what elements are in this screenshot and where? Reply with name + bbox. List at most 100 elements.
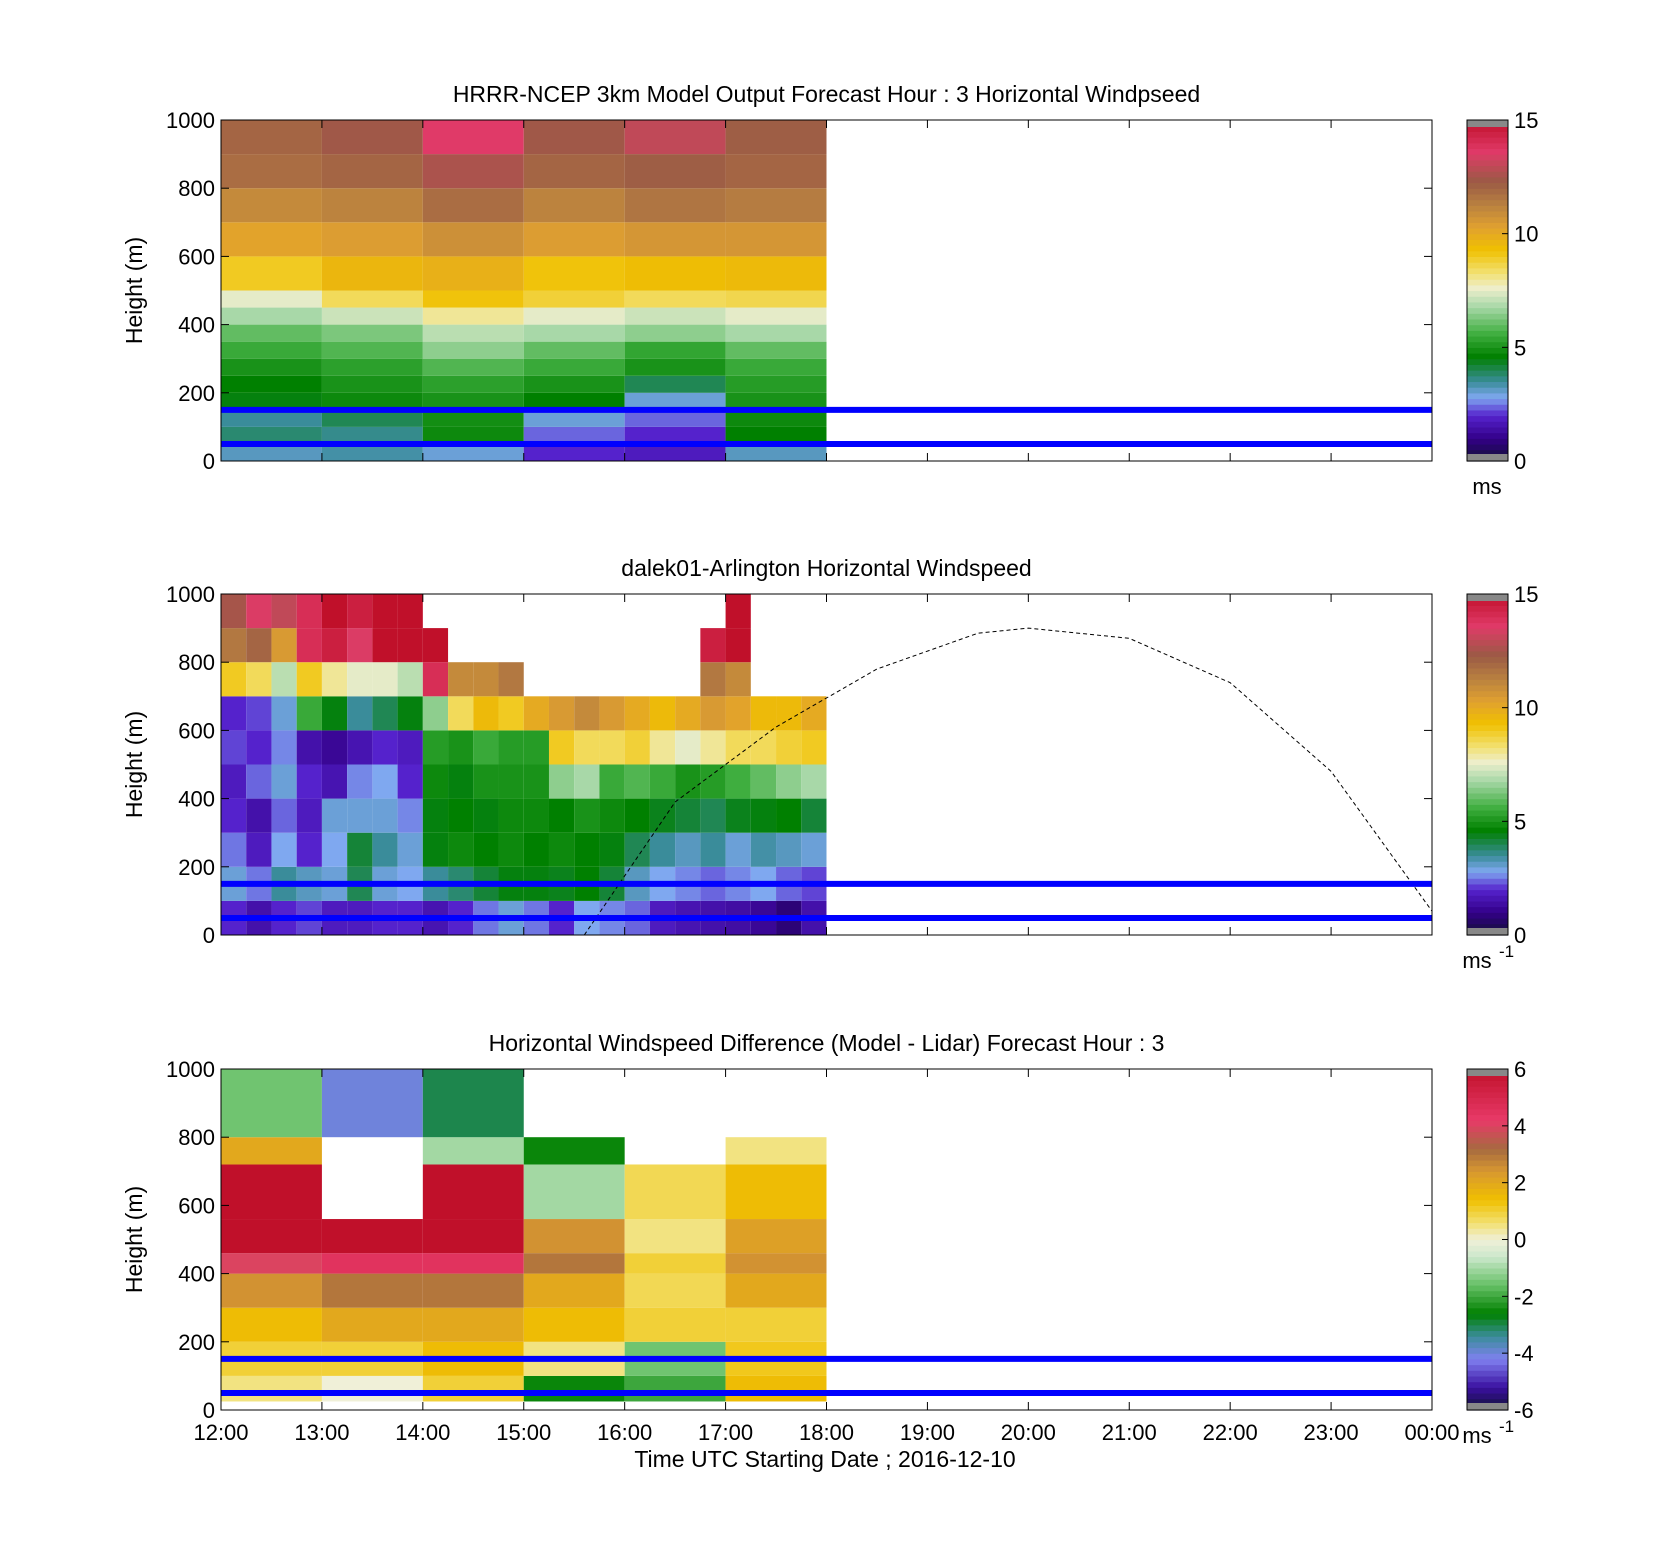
colorbar-segment bbox=[1467, 159, 1508, 167]
heatmap-cell bbox=[347, 696, 373, 731]
colorbar-segment bbox=[1467, 137, 1508, 144]
heatmap-cell bbox=[801, 696, 827, 731]
colorbar-tick-label: 15 bbox=[1514, 108, 1538, 133]
heatmap-cell bbox=[473, 730, 499, 765]
heatmap-cell bbox=[422, 443, 524, 461]
heatmap-cell bbox=[221, 832, 247, 867]
heatmap-cell bbox=[624, 307, 726, 325]
heatmap-cell bbox=[675, 764, 701, 799]
colorbar-segment bbox=[1467, 1290, 1508, 1297]
colorbar-segment bbox=[1467, 747, 1508, 754]
colorbar-segment bbox=[1467, 353, 1508, 360]
heatmap-cell bbox=[347, 764, 373, 799]
heatmap-cell bbox=[725, 426, 827, 444]
colorbar-segment bbox=[1467, 131, 1508, 138]
heatmap-cell bbox=[271, 730, 297, 765]
heatmap-cell bbox=[700, 730, 726, 765]
colorbar-segment bbox=[1467, 1091, 1508, 1099]
y-tick-label: 200 bbox=[178, 855, 215, 880]
colorbar-segment bbox=[1467, 690, 1508, 697]
colorbar-segment bbox=[1467, 650, 1508, 658]
heatmap-cell bbox=[624, 798, 650, 833]
heatmap-cell bbox=[523, 696, 549, 731]
colorbar-tick-label: 10 bbox=[1514, 696, 1538, 721]
colorbar-segment bbox=[1467, 730, 1508, 737]
colorbar-segment bbox=[1467, 375, 1508, 383]
colorbar-segment bbox=[1467, 775, 1508, 783]
colorbar-segment bbox=[1467, 1080, 1508, 1087]
heatmap-cell bbox=[498, 764, 524, 799]
heatmap-cell bbox=[422, 426, 524, 444]
heatmap-cell bbox=[448, 662, 474, 697]
colorbar-segment bbox=[1467, 639, 1508, 646]
heatmap-cell bbox=[221, 222, 322, 257]
heatmap-cell bbox=[523, 290, 625, 308]
colorbar-segment bbox=[1467, 1250, 1508, 1258]
colorbar-segment bbox=[1467, 392, 1508, 400]
colorbar-tick-label: 4 bbox=[1514, 1114, 1526, 1139]
heatmap-cell bbox=[675, 730, 701, 765]
heatmap-cell bbox=[498, 730, 524, 765]
heatmap-cell bbox=[422, 409, 524, 427]
colorbar-segment bbox=[1467, 1347, 1508, 1354]
colorbar-segment bbox=[1467, 227, 1508, 235]
colorbar-segment bbox=[1467, 1256, 1508, 1263]
colorbar-segment bbox=[1467, 222, 1508, 229]
heatmap-cell bbox=[599, 730, 625, 765]
heatmap-cell bbox=[221, 307, 322, 325]
colorbar-segment bbox=[1467, 1205, 1508, 1212]
colorbar-segment bbox=[1467, 855, 1508, 862]
colorbar-segment bbox=[1467, 409, 1508, 417]
heatmap-cell bbox=[296, 662, 322, 697]
colorbar-segment bbox=[1467, 679, 1508, 686]
colorbar-under-cap bbox=[1467, 454, 1508, 461]
heatmap-cell bbox=[498, 696, 524, 731]
colorbar-segment bbox=[1467, 1353, 1508, 1360]
heatmap-cell bbox=[548, 730, 575, 765]
colorbar-segment bbox=[1467, 872, 1508, 879]
heatmap-cell bbox=[221, 341, 322, 359]
dashed-curve bbox=[583, 627, 1433, 936]
heatmap-cell bbox=[725, 628, 751, 663]
colorbar-segment bbox=[1467, 1131, 1508, 1138]
heatmap-cell bbox=[422, 1375, 524, 1402]
heatmap-cell bbox=[649, 730, 676, 765]
colorbar-segment bbox=[1467, 449, 1508, 456]
heatmap-cell bbox=[624, 426, 726, 444]
colorbar-segment bbox=[1467, 335, 1508, 343]
heatmap-cell bbox=[725, 154, 827, 189]
colorbar-segment bbox=[1467, 633, 1508, 641]
heatmap-cell bbox=[221, 443, 322, 461]
colorbar: -6 -4 -2 0 2 4 6 ms -1 bbox=[1462, 1057, 1533, 1448]
heatmap-cell bbox=[473, 798, 499, 833]
heatmap-cell bbox=[624, 222, 726, 257]
colorbar-segment bbox=[1467, 1307, 1508, 1314]
heatmap-cell bbox=[221, 426, 322, 444]
colorbar-segment bbox=[1467, 262, 1508, 269]
heatmap-cell bbox=[725, 307, 827, 325]
colorbar-segment bbox=[1467, 1222, 1508, 1229]
colorbar-segment bbox=[1467, 741, 1508, 749]
colorbar-segment bbox=[1467, 1358, 1508, 1366]
heatmap-cell bbox=[321, 324, 423, 342]
colorbar-tick-label: -4 bbox=[1514, 1341, 1534, 1366]
heatmap-cell bbox=[221, 798, 247, 833]
heatmap-cell bbox=[372, 730, 398, 765]
heatmap-cell bbox=[422, 1307, 524, 1342]
heatmap-cell bbox=[422, 730, 449, 765]
heatmap-cell bbox=[725, 1164, 827, 1220]
heatmap-cell bbox=[574, 764, 600, 799]
heatmap-cell bbox=[523, 375, 625, 393]
heatmap-cell bbox=[649, 764, 676, 799]
heatmap-cell bbox=[675, 832, 701, 867]
heatmap-cell bbox=[599, 798, 625, 833]
heatmap-cell bbox=[725, 764, 751, 799]
heatmap-cell bbox=[700, 628, 726, 663]
colorbar-segment bbox=[1467, 318, 1508, 326]
colorbar-segment bbox=[1467, 787, 1508, 794]
y-tick-label: 600 bbox=[178, 1193, 215, 1218]
colorbar-segment bbox=[1467, 724, 1508, 731]
heatmap-cell bbox=[624, 409, 726, 427]
heatmap-cell bbox=[725, 1253, 827, 1274]
